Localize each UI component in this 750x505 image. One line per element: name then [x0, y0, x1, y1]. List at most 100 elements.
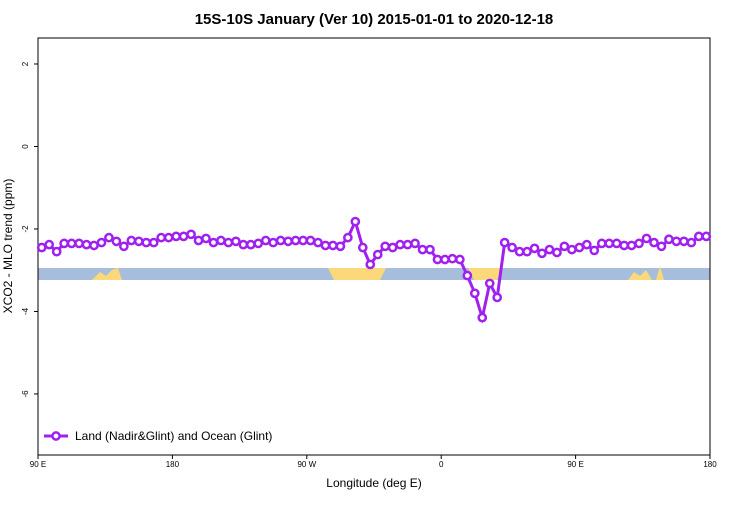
- data-point: [514, 246, 525, 257]
- data-point: [208, 237, 219, 248]
- data-point: [455, 254, 465, 265]
- data-point: [178, 231, 189, 242]
- data-point: [477, 312, 488, 323]
- data-point: [462, 270, 473, 281]
- data-point: [305, 235, 316, 246]
- data-point: [425, 244, 435, 255]
- data-point: [679, 236, 689, 247]
- data-point: [148, 237, 159, 248]
- data-point: [641, 233, 652, 244]
- data-point: [484, 278, 495, 289]
- data-point: [507, 242, 517, 253]
- data-point: [395, 239, 405, 250]
- data-point: [537, 248, 547, 259]
- data-point: [335, 241, 346, 252]
- land-islands: [628, 266, 664, 280]
- data-point: [186, 229, 196, 240]
- legend-label: Land (Nadir&Glint) and Ocean (Glint): [75, 429, 272, 443]
- data-point: [133, 236, 144, 247]
- data-point: [701, 231, 712, 242]
- data-point: [119, 241, 129, 252]
- data-point: [313, 237, 323, 248]
- x-tick-label: 0: [439, 460, 444, 469]
- data-point: [559, 241, 570, 252]
- data-point: [567, 244, 577, 255]
- data-point: [260, 235, 271, 246]
- data-point: [350, 216, 361, 227]
- data-point: [216, 235, 226, 246]
- data-point: [163, 232, 174, 243]
- data-point: [111, 236, 122, 247]
- data-point: [44, 239, 55, 250]
- data-point: [432, 254, 443, 265]
- data-point: [283, 236, 293, 247]
- data-point: [447, 253, 458, 264]
- data-point: [365, 259, 376, 270]
- data-point: [171, 231, 181, 242]
- data-point: [402, 239, 413, 250]
- y-axis-label: XCO2 - MLO trend (ppm): [1, 179, 15, 314]
- data-point: [469, 288, 480, 299]
- data-point: [96, 237, 107, 248]
- data-point: [290, 235, 301, 246]
- data-point: [544, 244, 555, 255]
- data-point: [141, 237, 152, 248]
- data-point: [275, 235, 286, 246]
- data-point: [104, 232, 114, 243]
- data-point: [357, 242, 368, 253]
- data-point: [74, 238, 84, 249]
- data-point: [245, 239, 256, 250]
- x-tick-label: 180: [703, 460, 717, 469]
- data-point: [529, 243, 540, 254]
- data-point: [589, 245, 600, 256]
- data-point: [59, 238, 69, 249]
- data-point: [552, 247, 562, 258]
- data-point: [649, 237, 659, 248]
- x-tick-label: 90 W: [297, 460, 316, 469]
- data-point: [343, 232, 353, 243]
- data-point: [81, 239, 92, 250]
- data-point: [231, 236, 241, 247]
- data-point: [253, 238, 264, 249]
- data-point: [611, 238, 622, 249]
- y-tick-label: 2: [21, 61, 30, 66]
- data-point: [372, 249, 383, 260]
- data-point: [596, 238, 607, 249]
- data-point: [66, 238, 77, 249]
- data-point: [380, 241, 391, 252]
- data-point: [89, 240, 99, 251]
- data-point: [410, 238, 420, 249]
- data-point: [126, 235, 137, 246]
- data-point: [574, 242, 585, 253]
- land-america: [468, 268, 502, 280]
- data-point: [440, 254, 450, 265]
- data-point: [320, 240, 331, 251]
- y-tick-label: -2: [21, 225, 30, 233]
- data-point: [328, 240, 338, 251]
- y-tick-label: -4: [21, 307, 30, 315]
- data-point: [619, 240, 629, 251]
- y-tick-label: 0: [21, 144, 30, 149]
- x-axis-label: Longitude (deg E): [326, 476, 421, 490]
- data-point: [686, 237, 697, 248]
- data-point: [298, 235, 308, 246]
- chart-title: 15S-10S January (Ver 10) 2015-01-01 to 2…: [195, 11, 554, 28]
- data-point: [492, 292, 503, 303]
- data-point: [36, 242, 47, 253]
- data-point: [693, 231, 704, 242]
- data-point: [387, 242, 398, 253]
- land-africa: [328, 268, 386, 280]
- data-point: [664, 234, 674, 245]
- data-point: [499, 237, 510, 248]
- data-point: [671, 236, 682, 247]
- data-point: [201, 233, 211, 244]
- data-point: [626, 240, 637, 251]
- data-point: [238, 239, 249, 250]
- data-point: [156, 232, 167, 243]
- data-point: [656, 241, 667, 252]
- x-tick-label: 180: [166, 460, 180, 469]
- x-tick-label: 90 E: [30, 460, 46, 469]
- data-point: [604, 238, 615, 249]
- map-strip: [38, 266, 710, 280]
